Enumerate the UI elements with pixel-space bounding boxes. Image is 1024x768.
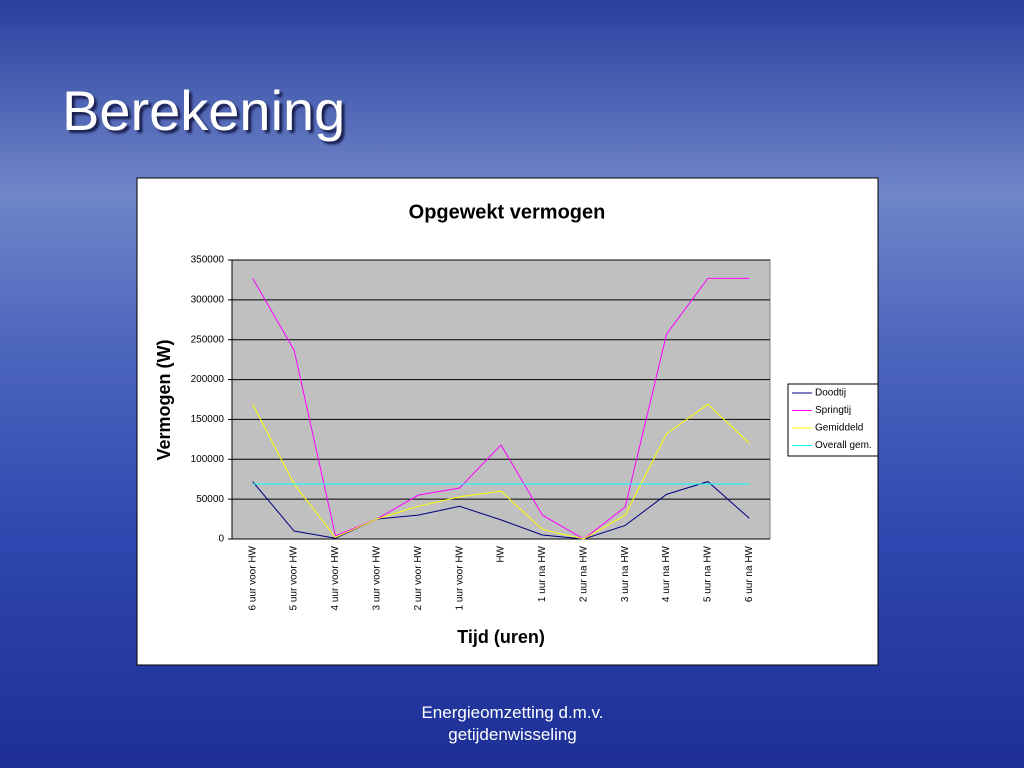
x-tick-label: 6 uur na HW <box>744 545 755 602</box>
x-tick-label: 2 uur na HW <box>578 545 589 602</box>
line-series <box>252 403 750 540</box>
x-tick-label: 3 uur na HW <box>620 545 631 602</box>
x-tick-label: 3 uur voor HW <box>371 545 382 610</box>
y-tick-label: 200000 <box>191 374 225 385</box>
x-tick-label: 4 uur na HW <box>661 545 672 602</box>
legend-label: Overall gem. <box>815 440 872 451</box>
y-tick-label: 100000 <box>191 454 225 465</box>
y-tick-label: 350000 <box>191 255 225 266</box>
x-tick-label: HW <box>496 545 507 562</box>
y-tick-label: 250000 <box>191 334 225 345</box>
y-tick-label: 300000 <box>191 294 225 305</box>
x-tick-label: 4 uur voor HW <box>330 545 341 610</box>
x-tick-label: 5 uur voor HW <box>289 545 300 610</box>
footer: Energieomzetting d.m.v. getijdenwisselin… <box>421 703 604 744</box>
x-tick-label: 1 uur voor HW <box>454 545 465 610</box>
x-tick-label: 5 uur na HW <box>703 545 714 602</box>
x-tick-label: 6 uur voor HW <box>247 545 258 610</box>
legend-label: Gemiddeld <box>815 423 863 434</box>
line-series <box>252 481 750 540</box>
y-axis-label: Vermogen (W) <box>154 339 174 460</box>
chart-title: Opgewekt vermogen <box>409 201 606 223</box>
plot-area <box>231 259 771 540</box>
x-tick-label: 1 uur na HW <box>537 545 548 602</box>
legend-label: Doodtij <box>815 388 846 399</box>
x-tick-label: 2 uur voor HW <box>413 545 424 610</box>
x-axis-label: Tijd (uren) <box>457 627 545 647</box>
slide-title: Berekening <box>62 79 346 142</box>
y-tick-label: 0 <box>218 534 224 545</box>
legend-box <box>787 383 879 457</box>
y-tick-label: 50000 <box>196 494 224 505</box>
legend-label: Springtij <box>815 405 851 416</box>
line-series <box>252 277 750 540</box>
y-tick-label: 150000 <box>191 414 225 425</box>
